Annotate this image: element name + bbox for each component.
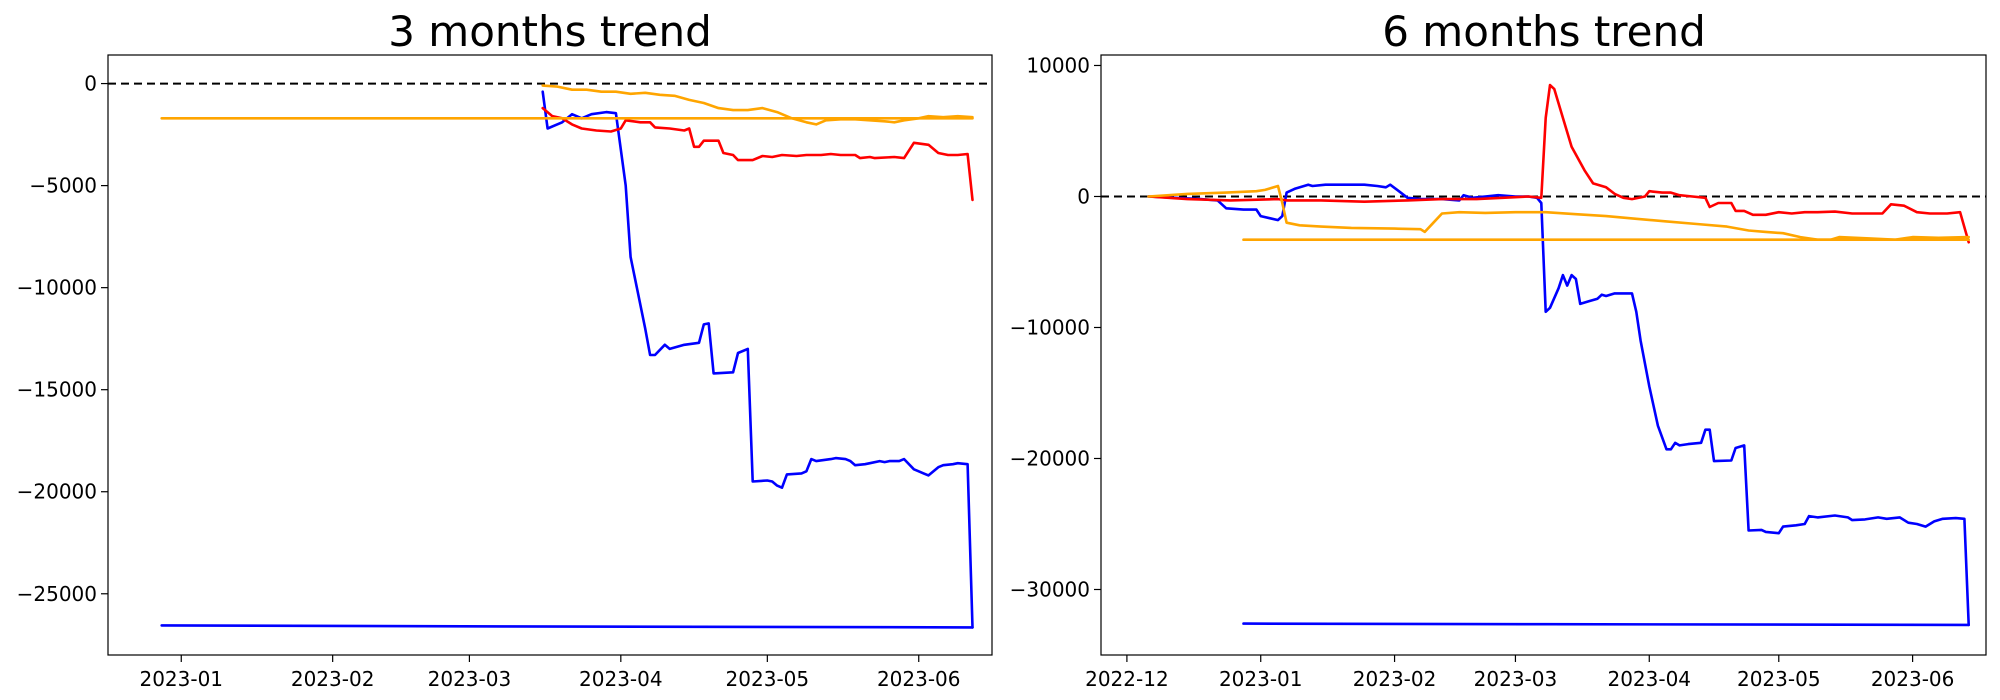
x-tick-label: 2022-12	[1085, 667, 1169, 691]
y-tick-label: −5000	[29, 174, 97, 198]
series-line-1	[541, 90, 974, 629]
y-tick-label: −25000	[17, 582, 97, 606]
plot-frame	[1100, 54, 1987, 656]
axis-ticks: 0 −5000 −10000 −15000 −20000 −25000 2023-01 202…	[17, 72, 961, 691]
series-line-3	[541, 106, 974, 202]
series-group	[1147, 83, 1970, 627]
y-tick-label: 0	[1077, 184, 1090, 208]
series-line-2	[160, 624, 974, 629]
x-tick-label: 2023-02	[291, 667, 375, 691]
x-tick-label: 2023-04	[1607, 667, 1691, 691]
y-tick-label: −20000	[17, 480, 97, 504]
y-tick-label: −30000	[1010, 577, 1090, 601]
chart-title: 6 months trend	[1382, 7, 1706, 56]
x-tick-label: 2023-03	[1474, 667, 1558, 691]
y-tick-label: −15000	[17, 378, 97, 402]
y-tick-label: 10000	[1026, 53, 1090, 77]
x-tick-label: 2023-05	[1737, 667, 1821, 691]
y-tick-label: −10000	[17, 276, 97, 300]
series-line-4	[541, 84, 974, 126]
x-tick-label: 2023-05	[726, 667, 810, 691]
y-tick-label: −10000	[1010, 315, 1090, 339]
series-group	[160, 84, 974, 629]
chart-title: 3 months trend	[388, 7, 712, 56]
chart-panel-6-months: 6 months trend 10000 0 −10000 −20000 −30000 2…	[1010, 7, 1987, 691]
y-tick-label: −20000	[1010, 446, 1090, 470]
x-tick-label: 2023-06	[877, 667, 961, 691]
series-line-1	[1147, 183, 1970, 627]
plot-frame	[107, 54, 993, 656]
x-tick-label: 2023-02	[1353, 667, 1437, 691]
chart-panel-3-months: 3 months trend 0 −5000 −10000 −15000 −20000 −…	[17, 7, 993, 691]
x-tick-label: 2023-01	[1219, 667, 1303, 691]
y-tick-label: 0	[84, 72, 97, 96]
axis-ticks: 10000 0 −10000 −20000 −30000 2022-12 2023-01 20…	[1010, 53, 1955, 691]
x-tick-label: 2023-03	[428, 667, 512, 691]
series-line-3	[1147, 83, 1970, 244]
series-line-2	[1242, 622, 1970, 627]
x-tick-label: 2023-01	[139, 667, 223, 691]
x-tick-label: 2023-06	[1871, 667, 1955, 691]
x-tick-label: 2023-04	[579, 667, 663, 691]
